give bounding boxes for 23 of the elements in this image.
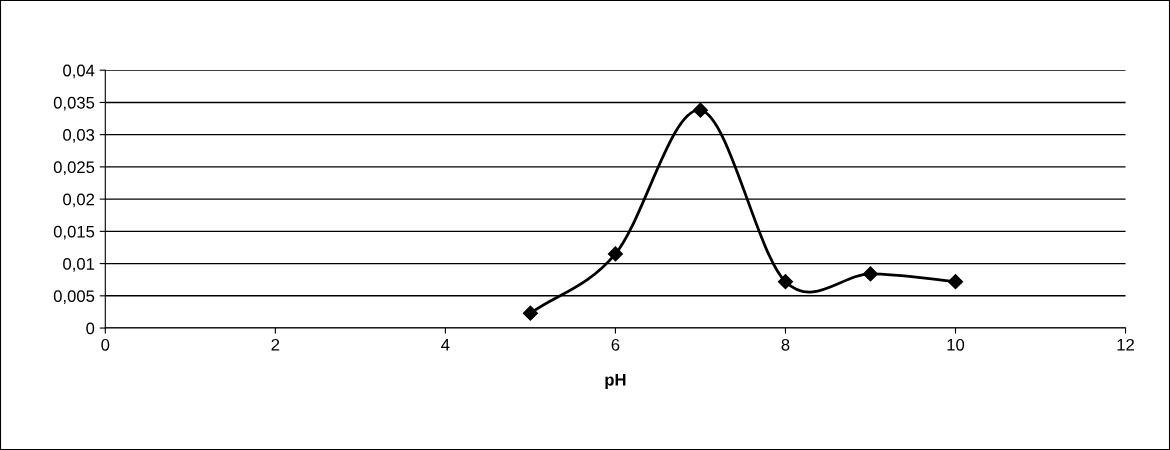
point [692, 102, 709, 118]
point [862, 266, 879, 282]
x-tick-label: 12 [1117, 338, 1134, 351]
y-tick-label: 0,02 [63, 193, 95, 208]
point [522, 305, 538, 321]
x-tick-label: 2 [271, 338, 280, 351]
point [947, 274, 964, 290]
y-tick-label: 0,035 [53, 96, 95, 111]
y-tick-label: 0,04 [63, 64, 95, 79]
y-tick-label: 0 [86, 322, 95, 335]
y-tick-label: 0,01 [63, 257, 95, 272]
x-tick-label: 10 [947, 338, 965, 351]
y-tick-label: 0,005 [53, 290, 95, 304]
y-tick-label: 0,025 [53, 161, 95, 176]
point [607, 246, 623, 262]
x-axis-title: pH [605, 374, 626, 389]
x-tick-label: 4 [441, 339, 450, 351]
x-tick-label: 0 [101, 338, 110, 351]
point [777, 274, 794, 290]
x-tick-label: 8 [781, 338, 790, 351]
y-tick-label: 0,015 [53, 225, 95, 240]
y-tick-label: 0,03 [63, 129, 95, 143]
x-tick-label: 6 [611, 338, 620, 351]
